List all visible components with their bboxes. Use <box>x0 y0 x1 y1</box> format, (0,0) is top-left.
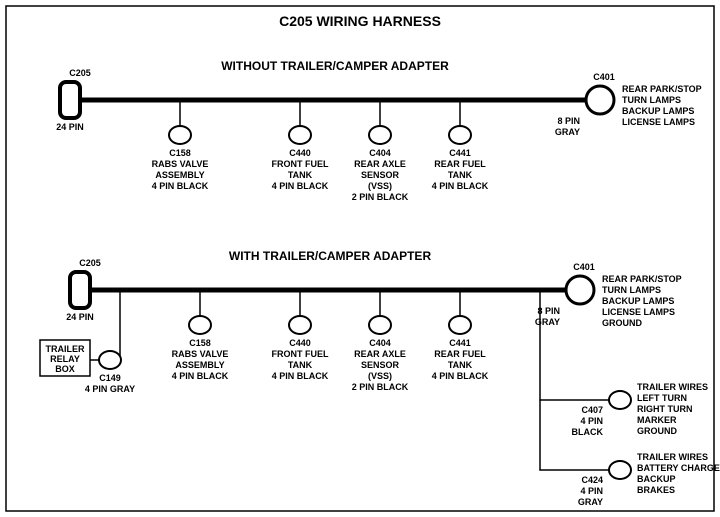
c404-label: 2 PIN BLACK <box>352 382 409 392</box>
c205-label: C205 <box>79 258 101 268</box>
c401-side: BACKUP LAMPS <box>622 106 694 116</box>
c158-label: 4 PIN BLACK <box>172 371 229 381</box>
c440-label: 4 PIN BLACK <box>272 181 329 191</box>
c401-side: LICENSE LAMPS <box>602 307 675 317</box>
wiring-diagram: C205 WIRING HARNESS WITHOUT TRAILER/CAMPE… <box>0 0 720 517</box>
c424-side: TRAILER WIRES <box>637 452 708 462</box>
c158-label: 4 PIN BLACK <box>152 181 209 191</box>
c404-label: C404 <box>369 338 391 348</box>
c401-below: GRAY <box>535 317 560 327</box>
diagram-title: C205 WIRING HARNESS <box>279 13 441 29</box>
relay-box-label: TRAILER <box>46 344 85 354</box>
c158-label: C158 <box>169 148 191 158</box>
c404-label: (VSS) <box>368 181 392 191</box>
c407-below: C407 <box>581 405 603 415</box>
c404-label: 2 PIN BLACK <box>352 192 409 202</box>
connector-c440 <box>289 316 311 334</box>
c440-label: C440 <box>289 148 311 158</box>
c424-below: GRAY <box>578 497 603 507</box>
c401-side: TURN LAMPS <box>622 95 681 105</box>
c158-label: ASSEMBLY <box>175 360 224 370</box>
c149-label: C149 <box>99 373 121 383</box>
c440-label: FRONT FUEL <box>272 159 329 169</box>
connector-c424 <box>609 461 631 479</box>
connector-c158 <box>189 316 211 334</box>
c440-label: FRONT FUEL <box>272 349 329 359</box>
c404-label: REAR AXLE <box>354 349 406 359</box>
c440-label: C440 <box>289 338 311 348</box>
c404-label: SENSOR <box>361 360 400 370</box>
c401-label: C401 <box>573 262 595 272</box>
c149-label: 4 PIN GRAY <box>85 384 135 394</box>
c205-label: C205 <box>69 68 91 78</box>
section-subtitle: WITHOUT TRAILER/CAMPER ADAPTER <box>221 59 449 73</box>
c441-label: C441 <box>449 338 471 348</box>
c441-label: TANK <box>448 170 473 180</box>
c404-label: REAR AXLE <box>354 159 406 169</box>
connector-c401 <box>586 86 614 114</box>
c440-label: TANK <box>288 360 313 370</box>
c407-below: BLACK <box>572 427 604 437</box>
c401-side: LICENSE LAMPS <box>622 117 695 127</box>
c205-pins: 24 PIN <box>56 122 84 132</box>
c441-label: 4 PIN BLACK <box>432 371 489 381</box>
relay-box-label: RELAY <box>50 354 80 364</box>
c440-label: TANK <box>288 170 313 180</box>
connector-c158 <box>169 126 191 144</box>
c158-label: ASSEMBLY <box>155 170 204 180</box>
c424-side: BACKUP <box>637 474 676 484</box>
c404-label: C404 <box>369 148 391 158</box>
c158-label: RABS VALVE <box>172 349 229 359</box>
connector-c441 <box>449 126 471 144</box>
c404-label: SENSOR <box>361 170 400 180</box>
connector-c149 <box>99 351 121 369</box>
c441-label: C441 <box>449 148 471 158</box>
c441-label: 4 PIN BLACK <box>432 181 489 191</box>
c401-side: REAR PARK/STOP <box>622 84 702 94</box>
section-subtitle: WITH TRAILER/CAMPER ADAPTER <box>229 249 432 263</box>
connector-c440 <box>289 126 311 144</box>
c404-label: (VSS) <box>368 371 392 381</box>
connector-c404 <box>369 316 391 334</box>
c401-below: 8 PIN <box>537 306 560 316</box>
c158-label: RABS VALVE <box>152 159 209 169</box>
c441-label: TANK <box>448 360 473 370</box>
c401-below: GRAY <box>555 127 580 137</box>
connector-c404 <box>369 126 391 144</box>
connector-c441 <box>449 316 471 334</box>
c407-side: MARKER <box>637 415 677 425</box>
c407-below: 4 PIN <box>580 416 603 426</box>
c401-side: BACKUP LAMPS <box>602 296 674 306</box>
connector-c205 <box>60 82 80 118</box>
relay-box-label: BOX <box>55 364 75 374</box>
c424-below: C424 <box>581 475 603 485</box>
c401-label: C401 <box>593 72 615 82</box>
connector-c205 <box>70 272 90 308</box>
c441-label: REAR FUEL <box>434 349 486 359</box>
c401-below: 8 PIN <box>557 116 580 126</box>
c424-side: BATTERY CHARGE <box>637 463 720 473</box>
c407-side: TRAILER WIRES <box>637 382 708 392</box>
c441-label: REAR FUEL <box>434 159 486 169</box>
c440-label: 4 PIN BLACK <box>272 371 329 381</box>
c401-side: TURN LAMPS <box>602 285 661 295</box>
c424-below: 4 PIN <box>580 486 603 496</box>
c158-label: C158 <box>189 338 211 348</box>
c407-side: RIGHT TURN <box>637 404 693 414</box>
c205-pins: 24 PIN <box>66 312 94 322</box>
c401-side: REAR PARK/STOP <box>602 274 682 284</box>
c401-side: GROUND <box>602 318 642 328</box>
c407-side: LEFT TURN <box>637 393 687 403</box>
connector-c407 <box>609 391 631 409</box>
c424-side: BRAKES <box>637 485 675 495</box>
c407-side: GROUND <box>637 426 677 436</box>
connector-c401 <box>566 276 594 304</box>
